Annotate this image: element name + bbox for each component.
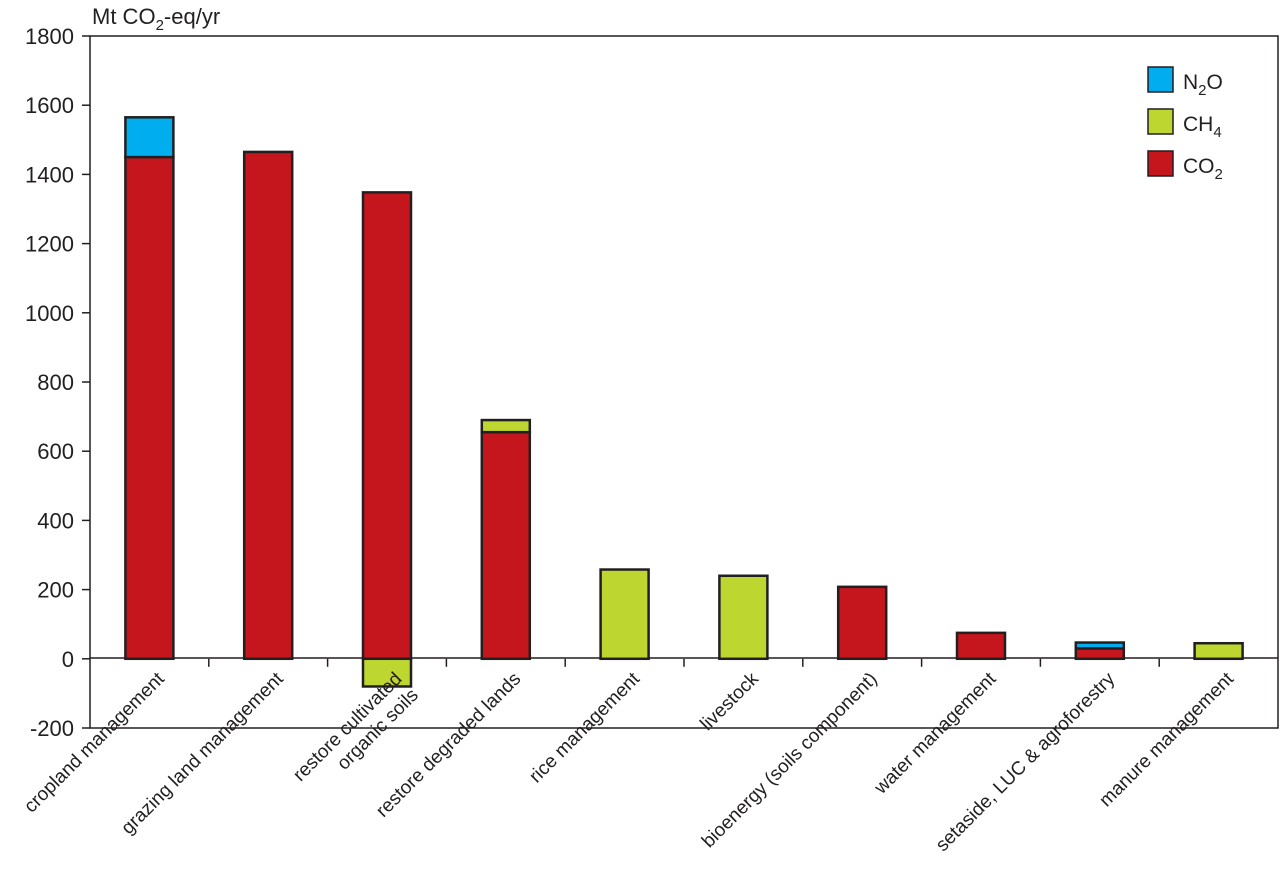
bar-segment xyxy=(599,568,650,661)
bar-segment xyxy=(1193,641,1244,661)
svg-text:Mt CO2-eq/yr: Mt CO2-eq/yr xyxy=(92,4,220,34)
x-category-label-line: water management xyxy=(870,668,1001,799)
bar-segment xyxy=(361,657,413,688)
legend-label-base: CO xyxy=(1183,155,1215,178)
bar-segment xyxy=(242,150,294,661)
bar-segment xyxy=(836,585,888,661)
x-category-label-line: livestock xyxy=(696,668,763,735)
legend-swatch xyxy=(1147,66,1174,93)
legend-swatch xyxy=(1147,108,1174,135)
y-axis-title-rest: -eq/yr xyxy=(164,4,220,29)
x-category-label: water management xyxy=(870,668,1001,799)
y-axis-title-subscript: 2 xyxy=(156,17,164,34)
bar-segment xyxy=(718,574,769,661)
bar-segment xyxy=(124,116,175,159)
y-tick-label: -200 xyxy=(30,716,74,741)
y-tick-label: 1800 xyxy=(25,24,74,49)
y-tick-label: 1600 xyxy=(25,93,74,118)
y-tick-label: 1000 xyxy=(25,301,74,326)
legend-label-rest: O xyxy=(1207,71,1223,94)
y-tick-label: 0 xyxy=(62,647,74,672)
legend-label-subscript: 4 xyxy=(1213,124,1221,141)
x-category-label: manure management xyxy=(1095,668,1238,811)
y-tick-label: 400 xyxy=(37,508,74,533)
legend-label: CH4 xyxy=(1183,113,1222,141)
y-tick-label: 600 xyxy=(37,439,74,464)
bar-segment xyxy=(361,191,413,661)
y-axis-title: Mt CO2-eq/yr xyxy=(92,4,220,34)
y-tick-label: 200 xyxy=(37,578,74,603)
legend-label: N2O xyxy=(1183,71,1223,99)
x-category-label: livestock xyxy=(696,668,763,735)
legend-label-base: N xyxy=(1183,71,1198,94)
bars xyxy=(124,116,1244,688)
bar-segment xyxy=(1074,641,1126,650)
legend-label: CO2 xyxy=(1183,155,1223,183)
y-axis-ticks: -200 0 200 400 600 800 1000 1200 1400 1600 1800 xyxy=(25,24,90,741)
x-category-label-line: manure management xyxy=(1095,668,1238,811)
bar-segment xyxy=(124,155,175,661)
legend-label-subscript: 2 xyxy=(1215,166,1223,183)
bar-segment xyxy=(955,631,1007,661)
y-tick-label: 800 xyxy=(37,370,74,395)
bar-segment xyxy=(480,430,532,661)
y-axis-title-base: Mt CO xyxy=(92,4,156,29)
legend-swatch xyxy=(1147,150,1174,177)
bar-segment xyxy=(1074,647,1126,661)
legend-label-base: CH xyxy=(1183,113,1213,136)
y-tick-label: 1400 xyxy=(25,162,74,187)
bar-segment xyxy=(480,418,532,434)
legend-label-subscript: 2 xyxy=(1198,82,1206,99)
y-tick-label: 1200 xyxy=(25,232,74,257)
